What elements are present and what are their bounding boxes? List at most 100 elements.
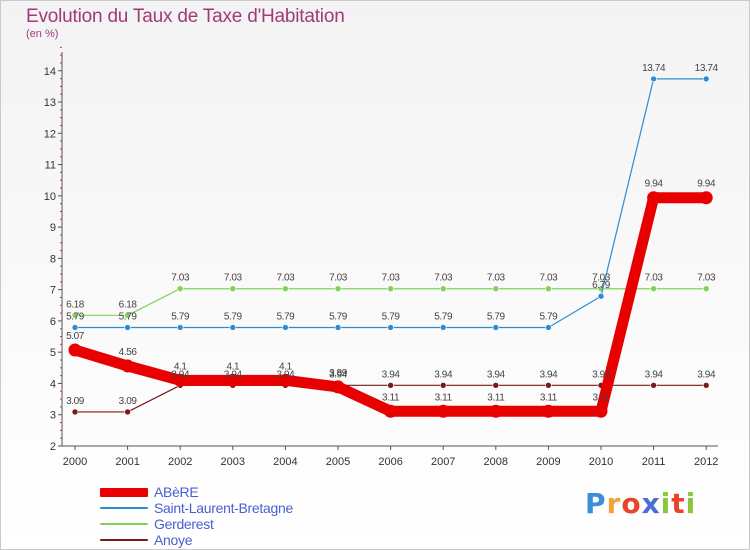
data-point	[124, 324, 131, 331]
data-label: 3.11	[487, 392, 505, 403]
data-point	[699, 191, 713, 205]
logo-letter: t	[671, 487, 686, 520]
data-point	[597, 292, 605, 300]
data-point	[439, 324, 447, 331]
data-point	[124, 311, 131, 319]
legend-swatch	[100, 487, 148, 497]
y-tick-label: 2	[50, 441, 56, 453]
logo-letter: i	[660, 487, 672, 520]
data-point	[121, 359, 135, 373]
data-label: 3.94	[171, 369, 190, 380]
x-tick-label: 2011	[642, 456, 666, 468]
data-point	[541, 404, 555, 418]
logo-letter: x	[641, 487, 661, 520]
chart-legend: ABèRE Saint-Laurent-Bretagne Gerderest Anoy…	[100, 484, 400, 548]
data-label: 5.79	[171, 311, 190, 322]
data-point	[334, 285, 342, 293]
y-tick-label: 3	[50, 410, 56, 422]
data-label: 7.03	[645, 273, 664, 284]
data-label: 7.03	[434, 273, 453, 284]
data-label: 4.1	[279, 361, 293, 372]
data-point	[229, 285, 237, 293]
data-label: 3.94	[645, 369, 664, 380]
logo-letter: o	[621, 487, 642, 520]
legend-swatch	[100, 523, 148, 525]
proxiti-logo: Proxiti	[585, 487, 696, 520]
x-tick-label: 2005	[326, 456, 350, 468]
logo-letter: P	[585, 487, 607, 520]
data-point	[489, 404, 503, 418]
legend-label: Anoye	[154, 532, 193, 548]
data-label: 5.79	[224, 311, 243, 322]
data-label: 3.09	[66, 396, 85, 407]
x-tick-label: 2004	[273, 456, 297, 468]
data-label: 6.18	[119, 299, 138, 310]
data-label: 13.74	[695, 63, 719, 74]
x-tick-label: 2009	[536, 456, 560, 468]
data-point	[702, 382, 710, 389]
data-point	[545, 382, 552, 389]
y-tick-label: 11	[45, 160, 56, 172]
data-label: 9.94	[697, 179, 716, 190]
y-tick-label: 7	[50, 285, 56, 297]
x-tick-label: 2003	[221, 456, 245, 468]
data-point	[176, 324, 184, 331]
data-label: 9.94	[645, 179, 664, 190]
chart-title: Evolution du Taux de Taxe d'Habitation	[26, 6, 345, 27]
y-tick-label: 13	[44, 97, 56, 109]
data-label: 5.79	[539, 311, 558, 322]
data-label: 4.56	[119, 347, 138, 358]
data-label: 7.03	[487, 273, 506, 284]
data-point	[492, 382, 500, 389]
y-tick-label: 6	[50, 316, 56, 328]
data-point	[173, 373, 187, 387]
data-point	[71, 408, 79, 416]
data-point	[492, 285, 500, 293]
legend-item: Gerderest	[100, 516, 400, 532]
data-label: 3.94	[329, 369, 348, 380]
data-label: 3.89	[329, 368, 348, 379]
legend-label: Saint-Laurent-Bretagne	[154, 500, 293, 516]
x-tick-label: 2002	[168, 456, 192, 468]
y-tick-label: 12	[44, 128, 56, 140]
data-point	[439, 285, 447, 293]
logo-letter: i	[685, 487, 697, 520]
data-point	[282, 324, 289, 331]
data-point	[545, 324, 552, 331]
data-label: 3.11	[435, 392, 453, 403]
data-point	[594, 404, 608, 418]
y-tick-label: 14	[44, 66, 56, 78]
data-label: 5.79	[329, 311, 348, 322]
data-point	[647, 191, 661, 205]
x-tick-label: 2001	[115, 456, 139, 468]
data-point	[702, 285, 710, 293]
data-point	[226, 373, 240, 387]
data-label: 3.94	[382, 369, 401, 380]
data-label: 5.79	[276, 311, 295, 322]
data-label: 3.94	[487, 369, 506, 380]
data-label: 5.07	[66, 331, 85, 342]
data-point	[124, 408, 131, 416]
data-label: 3.11	[592, 392, 610, 403]
data-point	[387, 382, 394, 389]
data-label: 3.94	[592, 369, 611, 380]
data-point	[68, 343, 82, 357]
data-label: 7.03	[382, 273, 401, 284]
data-label: 5.79	[382, 311, 401, 322]
y-tick-label: 4	[50, 378, 56, 390]
data-label: 7.03	[276, 273, 295, 284]
data-label: 6.79	[592, 280, 611, 291]
data-point	[331, 380, 345, 394]
data-label: 13.74	[642, 63, 666, 74]
x-tick-label: 2000	[63, 456, 87, 468]
data-label: 4.1	[174, 361, 188, 372]
data-label: 5.79	[119, 311, 138, 322]
y-tick-label: 10	[44, 191, 56, 203]
data-point	[71, 324, 79, 331]
data-label: 3.09	[119, 396, 138, 407]
x-tick-label: 2008	[484, 456, 508, 468]
y-tick-label: 8	[50, 253, 56, 265]
data-point	[492, 324, 500, 331]
data-label: 3.94	[276, 369, 295, 380]
